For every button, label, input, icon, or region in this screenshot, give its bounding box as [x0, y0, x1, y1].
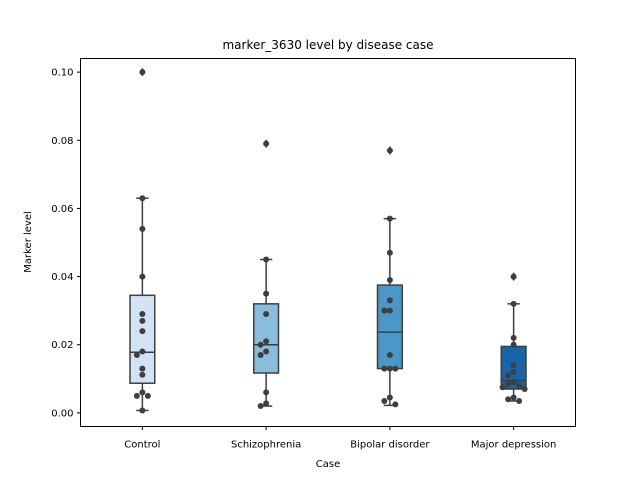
data-point [257, 403, 264, 410]
data-point [510, 379, 517, 386]
data-point [386, 307, 393, 314]
data-point [516, 397, 523, 404]
data-point [139, 371, 146, 378]
data-point [133, 392, 140, 399]
data-point [386, 147, 393, 154]
data-point [381, 397, 388, 404]
box-group [253, 139, 280, 410]
data-point [392, 365, 399, 372]
x-axis-title: Case [316, 459, 340, 470]
data-point [263, 140, 270, 147]
data-point [386, 351, 393, 358]
data-point [133, 351, 140, 358]
chart-title: marker_3630 level by disease case [222, 38, 433, 52]
data-point [139, 328, 146, 335]
data-point [139, 311, 146, 318]
data-point [144, 392, 151, 399]
data-point [510, 334, 517, 341]
data-point [139, 389, 146, 396]
data-point [139, 348, 146, 355]
data-point [257, 341, 264, 348]
data-point [505, 372, 512, 379]
data-point [386, 249, 393, 256]
data-point [521, 386, 528, 393]
y-axis-title: Marker level [23, 211, 34, 273]
data-point [386, 297, 393, 304]
data-point [139, 407, 146, 414]
x-tick-label: Schizophrenia [231, 440, 301, 451]
data-point [263, 256, 270, 263]
data-point [139, 317, 146, 324]
box-group [376, 146, 403, 408]
data-point [386, 365, 393, 372]
y-tick-label: 0.04 [51, 272, 73, 283]
y-tick-label: 0.08 [51, 136, 73, 147]
y-tick-label: 0.10 [51, 68, 73, 79]
data-point [505, 380, 512, 387]
data-point [510, 394, 517, 401]
data-point [263, 389, 270, 396]
data-point [263, 290, 270, 297]
x-tick-label: Major depression [471, 440, 557, 451]
x-tick-label: Control [124, 440, 160, 451]
y-tick-label: 0.06 [51, 204, 73, 215]
y-axis: 0.00 0.02 0.04 0.06 0.08 0.10 [51, 68, 81, 419]
box-group [129, 67, 156, 414]
data-point [263, 311, 270, 318]
data-point [499, 384, 506, 391]
data-point [510, 341, 517, 348]
data-point [139, 69, 146, 76]
data-point [386, 276, 393, 283]
y-tick-label: 0.00 [51, 408, 73, 419]
data-point [139, 273, 146, 280]
x-tick-label: Bipolar disorder [350, 440, 430, 451]
data-point [139, 225, 146, 232]
data-point [139, 195, 146, 202]
data-point [381, 307, 388, 314]
data-point [263, 338, 270, 345]
box-group [499, 272, 528, 404]
data-point [392, 401, 399, 408]
data-point [386, 394, 393, 401]
data-point [386, 215, 393, 222]
x-axis: Control Schizophrenia Bipolar disorder Majo… [124, 426, 557, 451]
data-point [510, 362, 517, 369]
data-point [263, 348, 270, 355]
data-point [510, 273, 517, 280]
data-point [516, 382, 523, 389]
data-point [505, 396, 512, 403]
data-point [263, 400, 270, 407]
plot-area [129, 67, 528, 414]
data-point [381, 365, 388, 372]
data-point [510, 368, 517, 375]
data-point [139, 365, 146, 372]
data-point [510, 300, 517, 307]
data-point [257, 351, 264, 358]
y-tick-label: 0.02 [51, 340, 73, 351]
plot-frame [80, 58, 576, 427]
